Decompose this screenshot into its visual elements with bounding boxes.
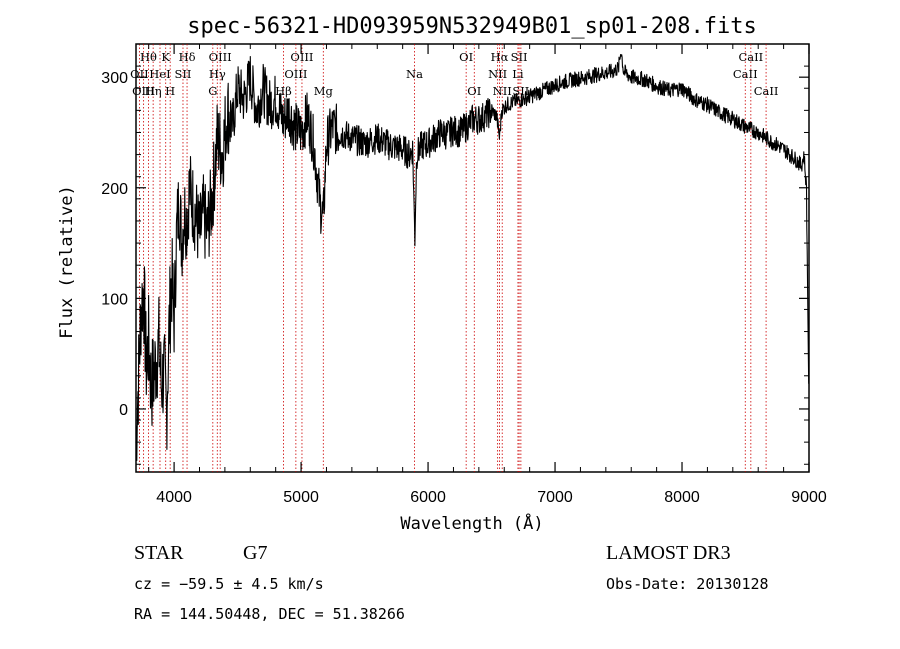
- coordinates: RA = 144.50448, DEC = 51.38266: [134, 605, 405, 623]
- line-label-17: OI: [459, 50, 473, 64]
- x-axis-ticks: 4000 5000 6000 7000 8000 9000: [148, 44, 827, 506]
- chart-title: spec-56321-HD093959N532949B01_sp01-208.f…: [187, 14, 757, 39]
- line-label-11: G: [208, 84, 217, 98]
- line-label-15: Mg: [314, 84, 334, 98]
- spectrum-line: [135, 54, 810, 462]
- line-label-25: CaII: [738, 50, 763, 64]
- line-label-18: OI: [467, 84, 481, 98]
- line-label-3: Hη: [145, 84, 162, 98]
- x-tick-label-4: 8000: [664, 489, 700, 506]
- y-tick-label-1: 100: [101, 291, 128, 308]
- x-tick-label-2: 6000: [410, 489, 446, 506]
- line-label-16: Na: [406, 67, 423, 81]
- x-tick-label-5: 9000: [791, 489, 827, 506]
- y-axis-label: Flux (relative): [57, 185, 77, 339]
- line-label-10: Hγ: [209, 67, 226, 81]
- line-label-0: Hθ: [140, 50, 157, 64]
- line-label-2: OIII: [132, 84, 155, 98]
- line-label-13: OIII: [284, 67, 307, 81]
- line-label-7: SII: [174, 67, 191, 81]
- line-label-23: Li: [512, 67, 524, 81]
- y-tick-label-3: 300: [101, 70, 128, 87]
- line-label-14: Hβ: [275, 84, 292, 98]
- x-tick-label-1: 5000: [283, 489, 319, 506]
- x-tick-label-0: 4000: [156, 489, 192, 506]
- line-label-9: OIII: [209, 50, 232, 64]
- y-tick-label-2: 200: [101, 181, 128, 198]
- observation-date: Obs-Date: 20130128: [606, 575, 769, 593]
- x-tick-label-3: 7000: [537, 489, 573, 506]
- line-label-27: CaII: [754, 84, 779, 98]
- y-tick-label-0: 0: [119, 402, 128, 419]
- plot-frame: [135, 43, 810, 473]
- line-label-4: HeI: [149, 67, 170, 81]
- line-label-26: CaII: [733, 67, 758, 81]
- line-label-20: SII: [511, 50, 528, 64]
- line-label-5: K: [161, 50, 170, 64]
- info-panel: STAR G7 LAMOST DR3 cz = −59.5 ± 4.5 km/s…: [134, 542, 769, 623]
- line-label-22: NII: [493, 84, 512, 98]
- x-axis-label: Wavelength (Å): [400, 512, 543, 534]
- object-type: STAR: [134, 542, 184, 564]
- line-label-12: OIII: [290, 50, 313, 64]
- line-label-21: NII: [488, 67, 507, 81]
- spectral-subclass: G7: [243, 542, 267, 564]
- survey-name: LAMOST DR3: [606, 542, 731, 564]
- line-label-1: OII: [130, 67, 149, 81]
- line-label-6: H: [165, 84, 175, 98]
- redshift-velocity: cz = −59.5 ± 4.5 km/s: [134, 575, 324, 593]
- line-label-8: Hδ: [179, 50, 196, 64]
- y-axis-ticks: 0 100 200 300: [101, 43, 809, 465]
- line-label-19: Hα: [491, 50, 509, 64]
